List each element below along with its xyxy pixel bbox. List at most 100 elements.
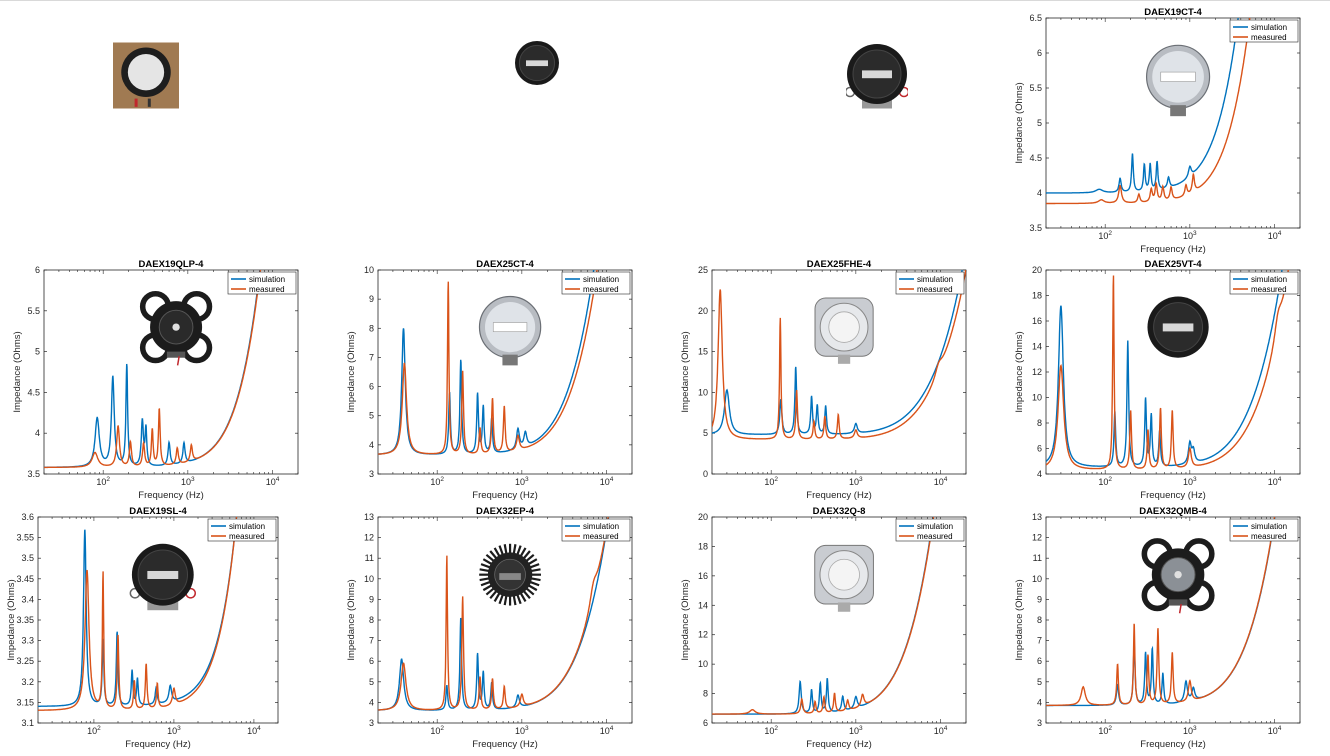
y-tick-label: 8 [703,689,708,699]
chart-title: DAEX19QLP-4 [139,259,205,270]
y-tick-label: 11 [1033,553,1042,563]
y-tick-label: 8 [369,323,374,333]
chart-title: DAEX19CT-4 [1144,7,1202,18]
x-tick-label: 103 [167,725,181,736]
y-tick-label: 3 [1037,718,1042,728]
y-tick-label: 3 [369,718,374,728]
y-tick-label: 3.1 [21,718,34,728]
chart-daex25ct-4: DAEX25CT-4 3 4 5 6 7 8 9 10 102 103 104 Frequency (H… [342,258,642,502]
x-tick-label: 103 [1183,230,1197,241]
x-tick-label: 104 [266,476,280,487]
y-tick-label: 10 [698,387,708,397]
y-tick-label: 12 [1032,533,1042,543]
y-tick-label: 8 [1037,418,1042,428]
x-tick-label: 104 [1268,476,1282,487]
series-line-measured [44,270,262,469]
x-tick-label: 103 [181,476,195,487]
legend-entry: measured [583,532,619,541]
y-tick-label: 8 [1037,615,1042,625]
legend-entry: simulation [229,522,265,531]
x-tick-label: 104 [600,476,614,487]
y-tick-label: 6.5 [1029,13,1042,23]
series-line-simulation [1046,18,1239,194]
legend-entry: measured [1251,33,1287,42]
y-tick-label: 9 [369,294,374,304]
chart-daex32ep-4: DAEX32EP-4 3 4 5 6 7 8 9 10 11 12 13 102 103 104 Freque… [342,505,642,751]
x-axis-label: Frequency (Hz) [1140,490,1205,501]
y-tick-label: 9 [369,594,374,604]
y-tick-label: 5 [35,347,40,357]
series-line-simulation [712,270,963,436]
legend-entry: simulation [583,275,619,284]
y-axis-label: Impedance (Ohms) [1014,331,1025,412]
y-axis-label: Impedance (Ohms) [1014,579,1025,660]
series-line-measured [1046,270,1290,470]
chart-daex32qmb-4: DAEX32QMB-4 3 4 5 6 7 8 9 10 11 12 13 102 103 104 Frequ… [1010,505,1330,751]
y-tick-label: 12 [364,533,374,543]
y-tick-label: 7 [1037,636,1042,646]
series-line-measured [38,517,238,712]
legend-entry: measured [229,532,265,541]
y-tick-label: 20 [698,512,708,522]
y-tick-label: 5.5 [27,306,40,316]
series-line-measured [378,517,609,711]
impedance-chart-svg: DAEX25CT-4 3 4 5 6 7 8 9 10 102 103 104 Frequency (H… [346,259,633,501]
y-tick-label: 3.35 [16,615,34,625]
series-line-measured [1046,517,1276,707]
x-tick-label: 104 [600,725,614,736]
y-tick-label: 3.55 [16,533,34,543]
chart-daex32q-8: DAEX32Q-8 6 8 10 12 14 16 18 20 102 103 104 Frequenc… [676,505,976,751]
y-tick-label: 20 [698,306,708,316]
series-line-measured [712,517,935,715]
y-tick-label: 14 [698,600,708,610]
chart-title: DAEX25FHE-4 [807,259,872,270]
x-tick-label: 104 [247,725,261,736]
y-axis-label: Impedance (Ohms) [6,579,17,660]
series-line-simulation [1046,270,1283,467]
y-tick-label: 10 [364,265,374,275]
x-tick-label: 103 [1183,476,1197,487]
y-tick-label: 6 [1037,48,1042,58]
x-tick-label: 102 [1098,725,1112,736]
y-tick-label: 4.5 [1029,153,1042,163]
y-tick-label: 3.15 [16,697,34,707]
tactile-transducer-photo-1 [112,38,180,113]
x-tick-label: 104 [1268,230,1282,241]
chart-title: DAEX25CT-4 [476,259,534,270]
y-tick-label: 8 [369,615,374,625]
transducer-image [139,290,213,366]
transducer-image [479,543,541,606]
tactile-transducer-photo-3 [844,36,910,112]
transducer-image [129,543,196,611]
y-tick-label: 6 [369,656,374,666]
x-tick-label: 102 [87,725,101,736]
y-axis-label: Impedance (Ohms) [12,331,23,412]
y-tick-label: 3.3 [21,636,34,646]
y-tick-label: 4 [369,440,374,450]
legend-entry: simulation [917,275,953,284]
legend-entry: simulation [583,522,619,531]
y-axis-label: Impedance (Ohms) [346,579,357,660]
y-tick-label: 6 [369,382,374,392]
y-tick-label: 4 [1037,469,1042,479]
x-tick-label: 103 [849,476,863,487]
y-tick-label: 3 [369,469,374,479]
y-tick-label: 11 [365,553,374,563]
impedance-chart-svg: DAEX19SL-4 3.1 3.15 3.2 3.25 3.3 3.35 3.4 3.45 3.… [6,506,279,750]
legend-entry: simulation [917,522,953,531]
legend-entry: measured [249,285,285,294]
y-tick-label: 3.2 [21,677,34,687]
x-axis-label: Frequency (Hz) [125,739,190,750]
transducer-image [844,44,910,109]
y-tick-label: 13 [1032,512,1042,522]
chart-title: DAEX32EP-4 [476,506,535,517]
impedance-chart-svg: DAEX32QMB-4 3 4 5 6 7 8 9 10 11 12 13 102 103 104 Frequ… [1014,506,1301,750]
y-tick-label: 20 [1032,265,1042,275]
x-axis-label: Frequency (Hz) [472,739,537,750]
y-tick-label: 5 [703,428,708,438]
y-tick-label: 3.4 [21,594,34,604]
